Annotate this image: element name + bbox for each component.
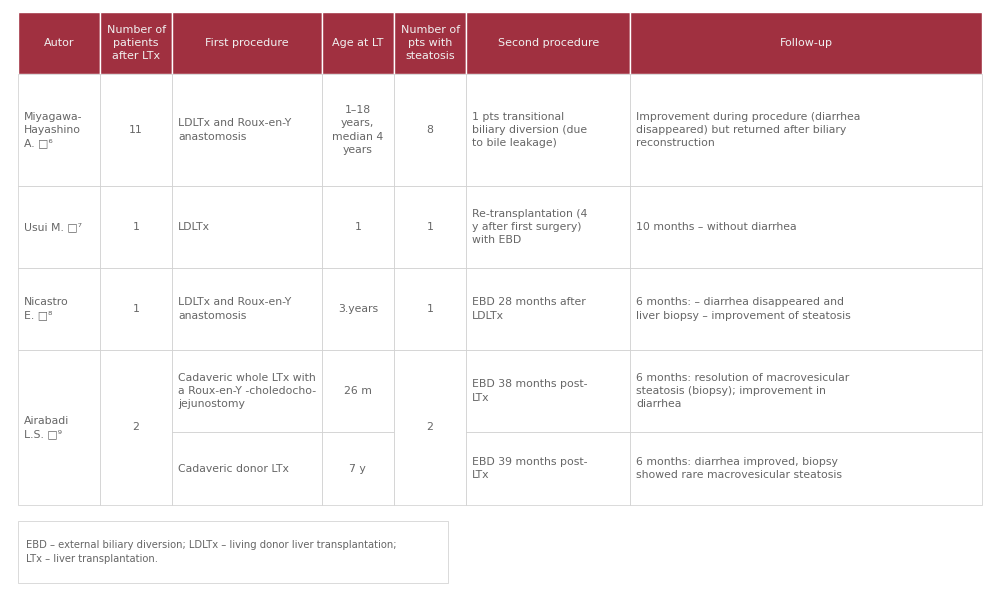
Text: LDLTx and Roux-en-Y
anastomosis: LDLTx and Roux-en-Y anastomosis [178, 118, 291, 142]
Text: Improvement during procedure (diarrhea
disappeared) but returned after biliary
r: Improvement during procedure (diarrhea d… [636, 112, 861, 148]
Text: 6 months: diarrhea improved, biopsy
showed rare macrovesicular steatosis: 6 months: diarrhea improved, biopsy show… [636, 457, 842, 480]
Bar [100, 12, 172, 74]
Bar [100, 74, 172, 186]
Bar [172, 350, 322, 432]
Bar [172, 74, 322, 186]
Bar [466, 268, 630, 350]
Text: Number of
pts with
steatosis: Number of pts with steatosis [401, 25, 460, 61]
Bar [18, 350, 100, 505]
Text: 2: 2 [427, 422, 434, 433]
Text: EBD – external biliary diversion; LDLTx – living donor liver transplantation;
LT: EBD – external biliary diversion; LDLTx … [26, 541, 396, 563]
Text: 6 months: – diarrhea disappeared and
liver biopsy – improvement of steatosis: 6 months: – diarrhea disappeared and liv… [636, 298, 851, 320]
Bar [466, 432, 630, 505]
Text: 1: 1 [133, 304, 140, 314]
Bar [322, 12, 394, 74]
Bar [322, 186, 394, 268]
Bar [322, 432, 394, 505]
Text: Nicastro
E. □⁸: Nicastro E. □⁸ [24, 298, 69, 320]
Bar [394, 12, 466, 74]
Bar [630, 74, 982, 186]
Bar [466, 74, 630, 186]
Bar [394, 268, 466, 350]
Bar [466, 12, 630, 74]
Bar [394, 186, 466, 268]
Bar [18, 12, 100, 74]
Text: 1: 1 [354, 222, 361, 232]
Text: 1: 1 [427, 304, 434, 314]
Text: 26 m: 26 m [344, 386, 372, 396]
Bar [172, 432, 322, 505]
Bar [322, 74, 394, 186]
Bar [630, 186, 982, 268]
Text: EBD 39 months post-
LTx: EBD 39 months post- LTx [472, 457, 588, 480]
Bar [630, 268, 982, 350]
Text: 10 months – without diarrhea: 10 months – without diarrhea [636, 222, 797, 232]
Bar [18, 521, 448, 583]
Text: 1: 1 [427, 222, 434, 232]
Text: Number of
patients
after LTx: Number of patients after LTx [107, 25, 166, 61]
Text: Re-transplantation (4
y after first surgery)
with EBD: Re-transplantation (4 y after first surg… [472, 209, 588, 245]
Bar [630, 350, 982, 432]
Text: Cadaveric whole LTx with
a Roux-en-Y -choledocho-
jejunostomy: Cadaveric whole LTx with a Roux-en-Y -ch… [178, 373, 316, 409]
Text: Age at LT: Age at LT [332, 38, 383, 48]
Bar [100, 186, 172, 268]
Bar [172, 12, 322, 74]
Text: 6 months: resolution of macrovesicular
steatosis (biopsy); improvement in
diarrh: 6 months: resolution of macrovesicular s… [636, 373, 849, 409]
Bar [630, 432, 982, 505]
Bar [630, 12, 982, 74]
Bar [172, 186, 322, 268]
Text: LDLTx: LDLTx [178, 222, 210, 232]
Bar [322, 268, 394, 350]
Text: Follow-up: Follow-up [780, 38, 833, 48]
Bar [394, 74, 466, 186]
Text: 8: 8 [427, 125, 434, 135]
Bar [18, 268, 100, 350]
Text: 3.years: 3.years [338, 304, 378, 314]
Bar [100, 350, 172, 505]
Text: 1: 1 [133, 222, 140, 232]
Text: Miyagawa-
Hayashino
A. □⁶: Miyagawa- Hayashino A. □⁶ [24, 112, 82, 148]
Text: 1–18
years,
median 4
years: 1–18 years, median 4 years [332, 105, 383, 155]
Text: Usui M. □⁷: Usui M. □⁷ [24, 222, 82, 232]
Text: Cadaveric donor LTx: Cadaveric donor LTx [178, 464, 289, 473]
Bar [172, 268, 322, 350]
Text: LDLTx and Roux-en-Y
anastomosis: LDLTx and Roux-en-Y anastomosis [178, 298, 291, 320]
Text: First procedure: First procedure [205, 38, 289, 48]
Bar [18, 186, 100, 268]
Text: EBD 38 months post-
LTx: EBD 38 months post- LTx [472, 379, 588, 403]
Bar [322, 350, 394, 432]
Text: Second procedure: Second procedure [498, 38, 599, 48]
Text: 2: 2 [133, 422, 140, 433]
Bar [18, 74, 100, 186]
Text: EBD 28 months after
LDLTx: EBD 28 months after LDLTx [472, 298, 586, 320]
Bar [466, 186, 630, 268]
Bar [394, 350, 466, 505]
Text: Airabadi
L.S. □⁹: Airabadi L.S. □⁹ [24, 416, 69, 439]
Bar [466, 350, 630, 432]
Bar [100, 268, 172, 350]
Text: 1 pts transitional
biliary diversion (due
to bile leakage): 1 pts transitional biliary diversion (du… [472, 112, 587, 148]
Text: Autor: Autor [44, 38, 74, 48]
Text: 11: 11 [129, 125, 143, 135]
Text: 7 y: 7 y [349, 464, 366, 473]
